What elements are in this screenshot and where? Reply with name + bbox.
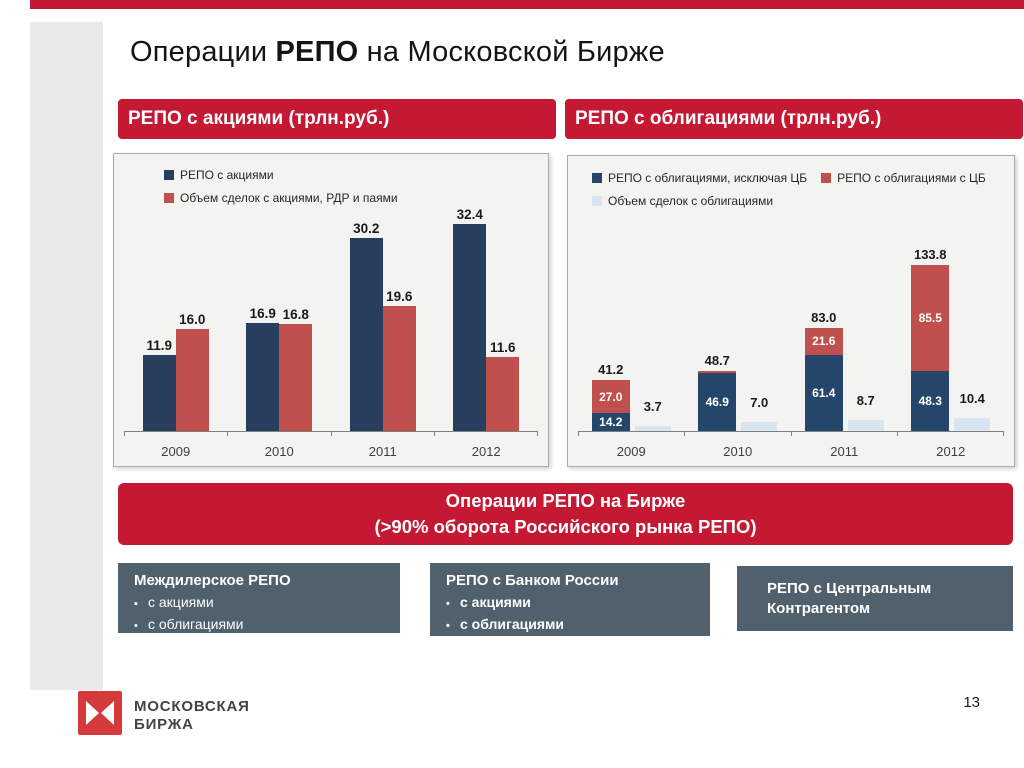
info-box-bullet: • с акциями bbox=[446, 592, 698, 614]
bonds-banner: РЕПО с облигациями (трлн.руб.) bbox=[565, 99, 1023, 139]
bullet-dot-icon: • bbox=[134, 620, 138, 632]
legend-swatch-navy-icon bbox=[592, 173, 602, 183]
stack-segment: 14.2 bbox=[591, 413, 630, 431]
bar bbox=[382, 305, 416, 431]
legend-swatch-red-icon bbox=[821, 173, 832, 183]
bond-repo-chart: РЕПО с облигациями, исключая ЦБ РЕПО с о… bbox=[567, 155, 1015, 467]
bar bbox=[453, 224, 487, 431]
bar bbox=[142, 355, 176, 431]
info-box-title: Междилерское РЕПО bbox=[134, 572, 291, 589]
bar bbox=[954, 418, 991, 431]
moex-logo-icon bbox=[78, 691, 122, 735]
info-box-interdealer-repo: Междилерское РЕПО ▪ с акциями • с облигаци… bbox=[118, 563, 400, 633]
bar bbox=[175, 328, 209, 431]
stack-segment: 46.9 bbox=[698, 372, 737, 431]
bond-chart-legend: РЕПО с облигациями, исключая ЦБ РЕПО с о… bbox=[592, 171, 1000, 217]
bond-chart-axis-ticks bbox=[578, 432, 1004, 436]
info-box-bullet: ▪ с акциями bbox=[134, 592, 388, 614]
bullet-square-icon: ▪ bbox=[134, 598, 138, 610]
bullet-dot-icon: • bbox=[446, 620, 450, 632]
equity-chart-plot: 11.9 16.0 16.9 16.8 30.2 19.6 32.4 11.6 bbox=[124, 207, 538, 432]
info-box-title: РЕПО с Банком России bbox=[446, 572, 619, 589]
equity-chart-legend: РЕПО с акциями Объем сделок с акциями, Р… bbox=[164, 168, 412, 214]
info-box-title: РЕПО с Центральным Контрагентом bbox=[767, 580, 932, 617]
top-accent-bar bbox=[30, 0, 1024, 9]
bar bbox=[741, 422, 778, 431]
stack-segment: 61.4 bbox=[804, 354, 843, 431]
bar bbox=[847, 420, 884, 431]
bond-chart-plot: 41.227.014.23.748.71.846.97.083.021.661.… bbox=[578, 220, 1004, 432]
stack-segment: 48.3 bbox=[911, 371, 950, 431]
bond-chart-x-labels: 2009 2010 2011 2012 bbox=[616, 444, 966, 459]
info-box-bullet: • с облигациями bbox=[134, 614, 388, 636]
info-box-ccp-repo: РЕПО с Центральным Контрагентом bbox=[737, 566, 1013, 631]
info-box-bullet: • с облигациями bbox=[446, 614, 698, 636]
legend-swatch-lightblue-icon bbox=[592, 196, 602, 206]
equities-banner: РЕПО с акциями (трлн.руб.) bbox=[118, 99, 556, 139]
bar bbox=[349, 238, 383, 431]
bar bbox=[279, 323, 313, 431]
legend-swatch-red-icon bbox=[164, 193, 174, 203]
moex-bowtie-icon bbox=[86, 701, 114, 725]
legend-swatch-navy-icon bbox=[164, 170, 174, 180]
equity-chart-x-labels: 2009 2010 2011 2012 bbox=[161, 444, 501, 459]
stack-segment: 21.6 bbox=[804, 328, 843, 355]
moex-logo-text: МОСКОВСКАЯ БИРЖА bbox=[134, 698, 250, 733]
equity-repo-chart: РЕПО с акциями Объем сделок с акциями, Р… bbox=[113, 153, 549, 467]
bullet-dot-icon: • bbox=[446, 598, 450, 610]
stack-segment: 27.0 bbox=[591, 379, 630, 414]
bar bbox=[486, 356, 520, 431]
bar bbox=[246, 323, 280, 431]
info-box-bank-of-russia-repo: РЕПО с Банком России • с акциями • с облиг… bbox=[430, 563, 710, 636]
equity-chart-axis-ticks bbox=[124, 432, 538, 436]
summary-banner: Операции РЕПО на Бирже (>90% оборота Рос… bbox=[118, 483, 1013, 545]
stack-segment: 85.5 bbox=[911, 264, 950, 372]
summary-line1: Операции РЕПО на Бирже bbox=[445, 490, 686, 511]
summary-line2: (>90% оборота Российского рынка РЕПО) bbox=[374, 516, 757, 537]
page-number: 13 bbox=[963, 694, 980, 711]
bar bbox=[634, 426, 671, 431]
page-title: Операции РЕПО на Московской Бирже bbox=[130, 36, 665, 68]
left-side-strip bbox=[30, 22, 103, 690]
